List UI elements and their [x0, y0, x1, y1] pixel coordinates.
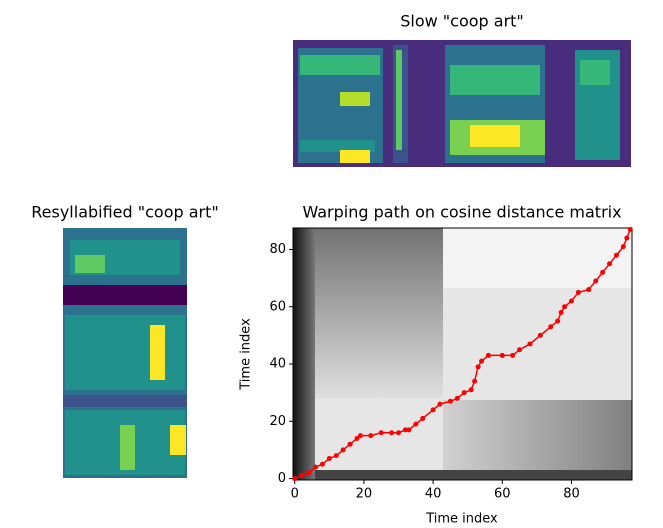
path-point: [454, 395, 460, 401]
y-tick-label: 80: [269, 242, 286, 257]
path-point: [558, 309, 564, 315]
path-point: [613, 252, 619, 258]
path-point: [340, 447, 346, 453]
path-point: [389, 430, 395, 436]
y-tick-label: 20: [269, 414, 286, 429]
x-tick-label: 80: [563, 487, 580, 502]
path-point: [607, 261, 613, 267]
path-point: [517, 347, 523, 353]
path-point: [485, 352, 491, 358]
path-point: [326, 456, 332, 462]
chart-title: Warping path on cosine distance matrix: [302, 203, 621, 222]
path-point: [447, 398, 453, 404]
path-point: [472, 378, 478, 384]
axes-frame: [292, 227, 633, 481]
path-point: [354, 435, 360, 441]
path-point: [413, 421, 419, 427]
path-point: [600, 269, 606, 275]
path-point: [292, 476, 298, 482]
path-point: [299, 473, 305, 479]
path-point: [312, 464, 318, 470]
y-tick-label: 0: [278, 471, 286, 486]
path-point: [537, 332, 543, 338]
path-point: [568, 298, 574, 304]
x-tick-label: 40: [425, 487, 442, 502]
path-point: [378, 430, 384, 436]
path-point: [430, 407, 436, 413]
spectrogram-slow: [293, 40, 631, 167]
distance-matrix: [293, 228, 632, 480]
path-point: [510, 352, 516, 358]
path-point: [620, 244, 626, 250]
x-tick-label: 60: [494, 487, 511, 502]
chart-title: Slow "coop art": [400, 12, 524, 31]
path-point: [357, 433, 363, 439]
path-point: [479, 358, 485, 364]
x-tick-label: 20: [356, 487, 373, 502]
path-point: [402, 427, 408, 433]
path-point: [475, 364, 481, 370]
path-point: [306, 470, 312, 476]
chart-title: Resyllabified "coop art": [31, 203, 219, 222]
path-point: [548, 324, 554, 330]
path-point: [347, 441, 353, 447]
path-point: [555, 318, 561, 324]
path-point: [627, 226, 633, 232]
path-point: [368, 433, 374, 439]
path-point: [461, 390, 467, 396]
path-point: [586, 287, 592, 293]
path-point: [527, 341, 533, 347]
x-axis-label: Time index: [425, 512, 498, 527]
path-point: [406, 427, 412, 433]
path-point: [333, 453, 339, 459]
path-point: [575, 289, 581, 295]
path-point: [499, 352, 505, 358]
path-point: [593, 278, 599, 284]
path-point: [420, 415, 426, 421]
path-point: [624, 235, 630, 241]
path-point: [562, 304, 568, 310]
path-point: [396, 430, 402, 436]
y-axis-label: Time index: [239, 318, 254, 391]
path-point: [437, 401, 443, 407]
path-point: [468, 387, 474, 393]
y-tick-label: 60: [269, 299, 286, 314]
x-tick-label: 0: [291, 487, 299, 502]
y-tick-label: 40: [269, 357, 286, 372]
path-point: [319, 461, 325, 467]
spectrogram-resyllabified: [63, 228, 187, 478]
